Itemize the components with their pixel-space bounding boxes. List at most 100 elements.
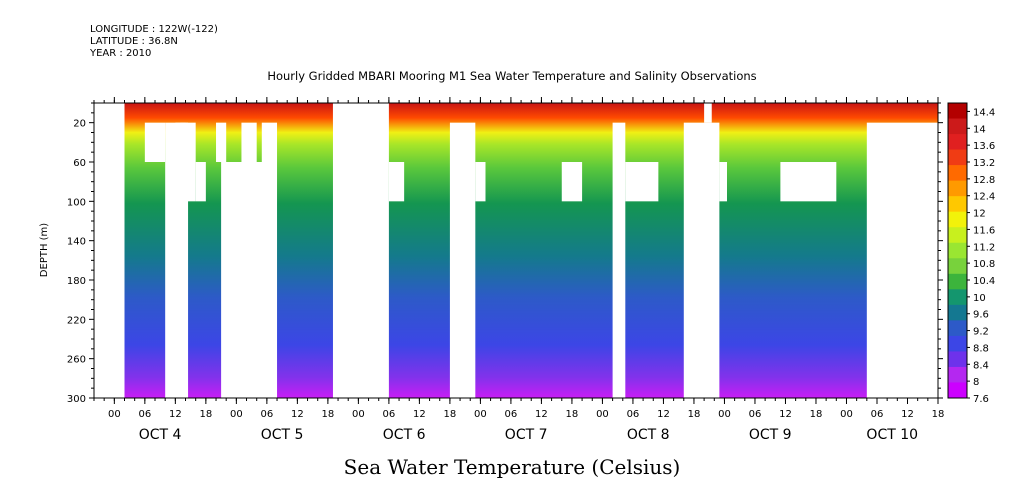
x-tick-label: 18: [444, 409, 457, 420]
colorbar-label: 14.4: [973, 107, 995, 118]
colorbar-label: 14: [973, 124, 986, 135]
colorbar-swatch: [948, 366, 967, 383]
year-label: YEAR : 2010: [90, 48, 152, 59]
missing-data-region: [332, 103, 349, 123]
missing-data-region: [261, 122, 278, 398]
x-tick-label: 12: [901, 409, 914, 420]
colorbar-swatch: [948, 196, 967, 213]
x-tick-label: 00: [474, 409, 487, 420]
missing-data-region: [704, 103, 712, 123]
y-tick-label: 20: [73, 119, 86, 130]
x-tick-label: 18: [810, 409, 823, 420]
colorbar-swatch: [948, 289, 967, 306]
x-tick-label: 12: [779, 409, 792, 420]
missing-data-region: [625, 162, 659, 202]
y-axis-label: DEPTH (m): [39, 223, 50, 277]
missing-data-region: [449, 122, 476, 398]
missing-data-region: [683, 122, 720, 398]
colorbar-swatch: [948, 273, 967, 290]
missing-data-region: [94, 103, 125, 398]
colorbar-label: 13.2: [973, 158, 995, 169]
x-tick-label: 00: [840, 409, 853, 420]
x-day-label: OCT 9: [749, 427, 792, 443]
x-tick-label: 00: [352, 409, 365, 420]
x-tick-label: 12: [413, 409, 426, 420]
colorbar-label: 10.8: [973, 259, 995, 270]
missing-data-region: [561, 162, 583, 202]
x-tick-label: 06: [871, 409, 884, 420]
x-day-label: OCT 5: [261, 427, 304, 443]
colorbar-swatch: [948, 335, 967, 352]
colorbar-frame: [947, 102, 968, 399]
colorbar-label: 8.4: [973, 360, 989, 371]
colorbar-label: 11.6: [973, 225, 995, 236]
colorbar-swatch: [948, 180, 967, 197]
y-tick-label: 180: [67, 276, 86, 287]
x-tick-label: 18: [322, 409, 335, 420]
x-tick-label: 00: [108, 409, 121, 420]
missing-data-region: [195, 162, 206, 202]
colorbar-swatch: [948, 242, 967, 259]
x-tick-label: 06: [383, 409, 396, 420]
longitude-label: LONGITUDE : 122W(-122): [90, 24, 218, 35]
missing-data-region: [221, 162, 267, 398]
colorbar-swatch: [948, 258, 967, 275]
colorbar-label: 12.8: [973, 175, 995, 186]
missing-data-region: [780, 162, 837, 202]
x-tick-label: 18: [199, 409, 212, 420]
x-tick-label: 12: [535, 409, 548, 420]
colorbar-label: 9.6: [973, 310, 989, 321]
x-tick-label: 12: [291, 409, 304, 420]
missing-data-region: [612, 122, 626, 398]
colorbar-label: 10.4: [973, 276, 995, 287]
colorbar-label: 12.4: [973, 192, 995, 203]
missing-data-region: [388, 162, 405, 202]
colorbar-label: 10: [973, 293, 986, 304]
y-tick-label: 220: [67, 315, 86, 326]
y-tick-label: 260: [67, 355, 86, 366]
x-tick-label: 06: [749, 409, 762, 420]
colorbar-swatch: [948, 134, 967, 151]
colorbar-swatch: [948, 320, 967, 337]
x-axis-title: Sea Water Temperature (Celsius): [344, 455, 681, 479]
colorbar-swatch: [948, 211, 967, 228]
missing-data-region: [866, 122, 938, 398]
y-tick-label: 140: [67, 237, 86, 248]
missing-data-region: [216, 122, 227, 162]
colorbar-label: 8: [973, 377, 979, 388]
colorbar-swatch: [948, 149, 967, 166]
colorbar-swatch: [948, 165, 967, 182]
missing-data-region: [475, 162, 486, 202]
missing-data-region: [241, 122, 257, 162]
x-tick-label: 00: [718, 409, 731, 420]
x-day-label: OCT 7: [505, 427, 548, 443]
y-tick-label: 60: [73, 158, 86, 169]
colorbar-label: 11.2: [973, 242, 995, 253]
colorbar-label: 12: [973, 209, 986, 220]
latitude-label: LATITUDE : 36.8N: [90, 36, 178, 47]
x-tick-label: 00: [596, 409, 609, 420]
y-tick-label: 300: [67, 394, 86, 405]
chart-title: Hourly Gridded MBARI Mooring M1 Sea Wate…: [267, 69, 756, 83]
x-day-label: OCT 4: [139, 427, 182, 443]
x-day-label: OCT 10: [866, 427, 918, 443]
x-tick-label: 00: [230, 409, 243, 420]
missing-data-region: [719, 162, 727, 202]
x-tick-label: 12: [657, 409, 670, 420]
missing-data-region: [180, 122, 189, 398]
x-tick-label: 18: [566, 409, 579, 420]
colorbar-swatch: [948, 103, 967, 120]
colorbar-swatch: [948, 304, 967, 321]
x-tick-label: 06: [627, 409, 640, 420]
x-tick-label: 06: [261, 409, 274, 420]
x-tick-label: 06: [138, 409, 151, 420]
missing-data-region: [144, 122, 166, 162]
x-day-label: OCT 8: [627, 427, 670, 443]
colorbar-swatch: [948, 382, 967, 399]
colorbar-label: 8.8: [973, 343, 989, 354]
x-tick-label: 06: [505, 409, 518, 420]
colorbar-swatch: [948, 351, 967, 368]
missing-data-region: [332, 103, 389, 398]
colorbar-swatch: [948, 118, 967, 135]
